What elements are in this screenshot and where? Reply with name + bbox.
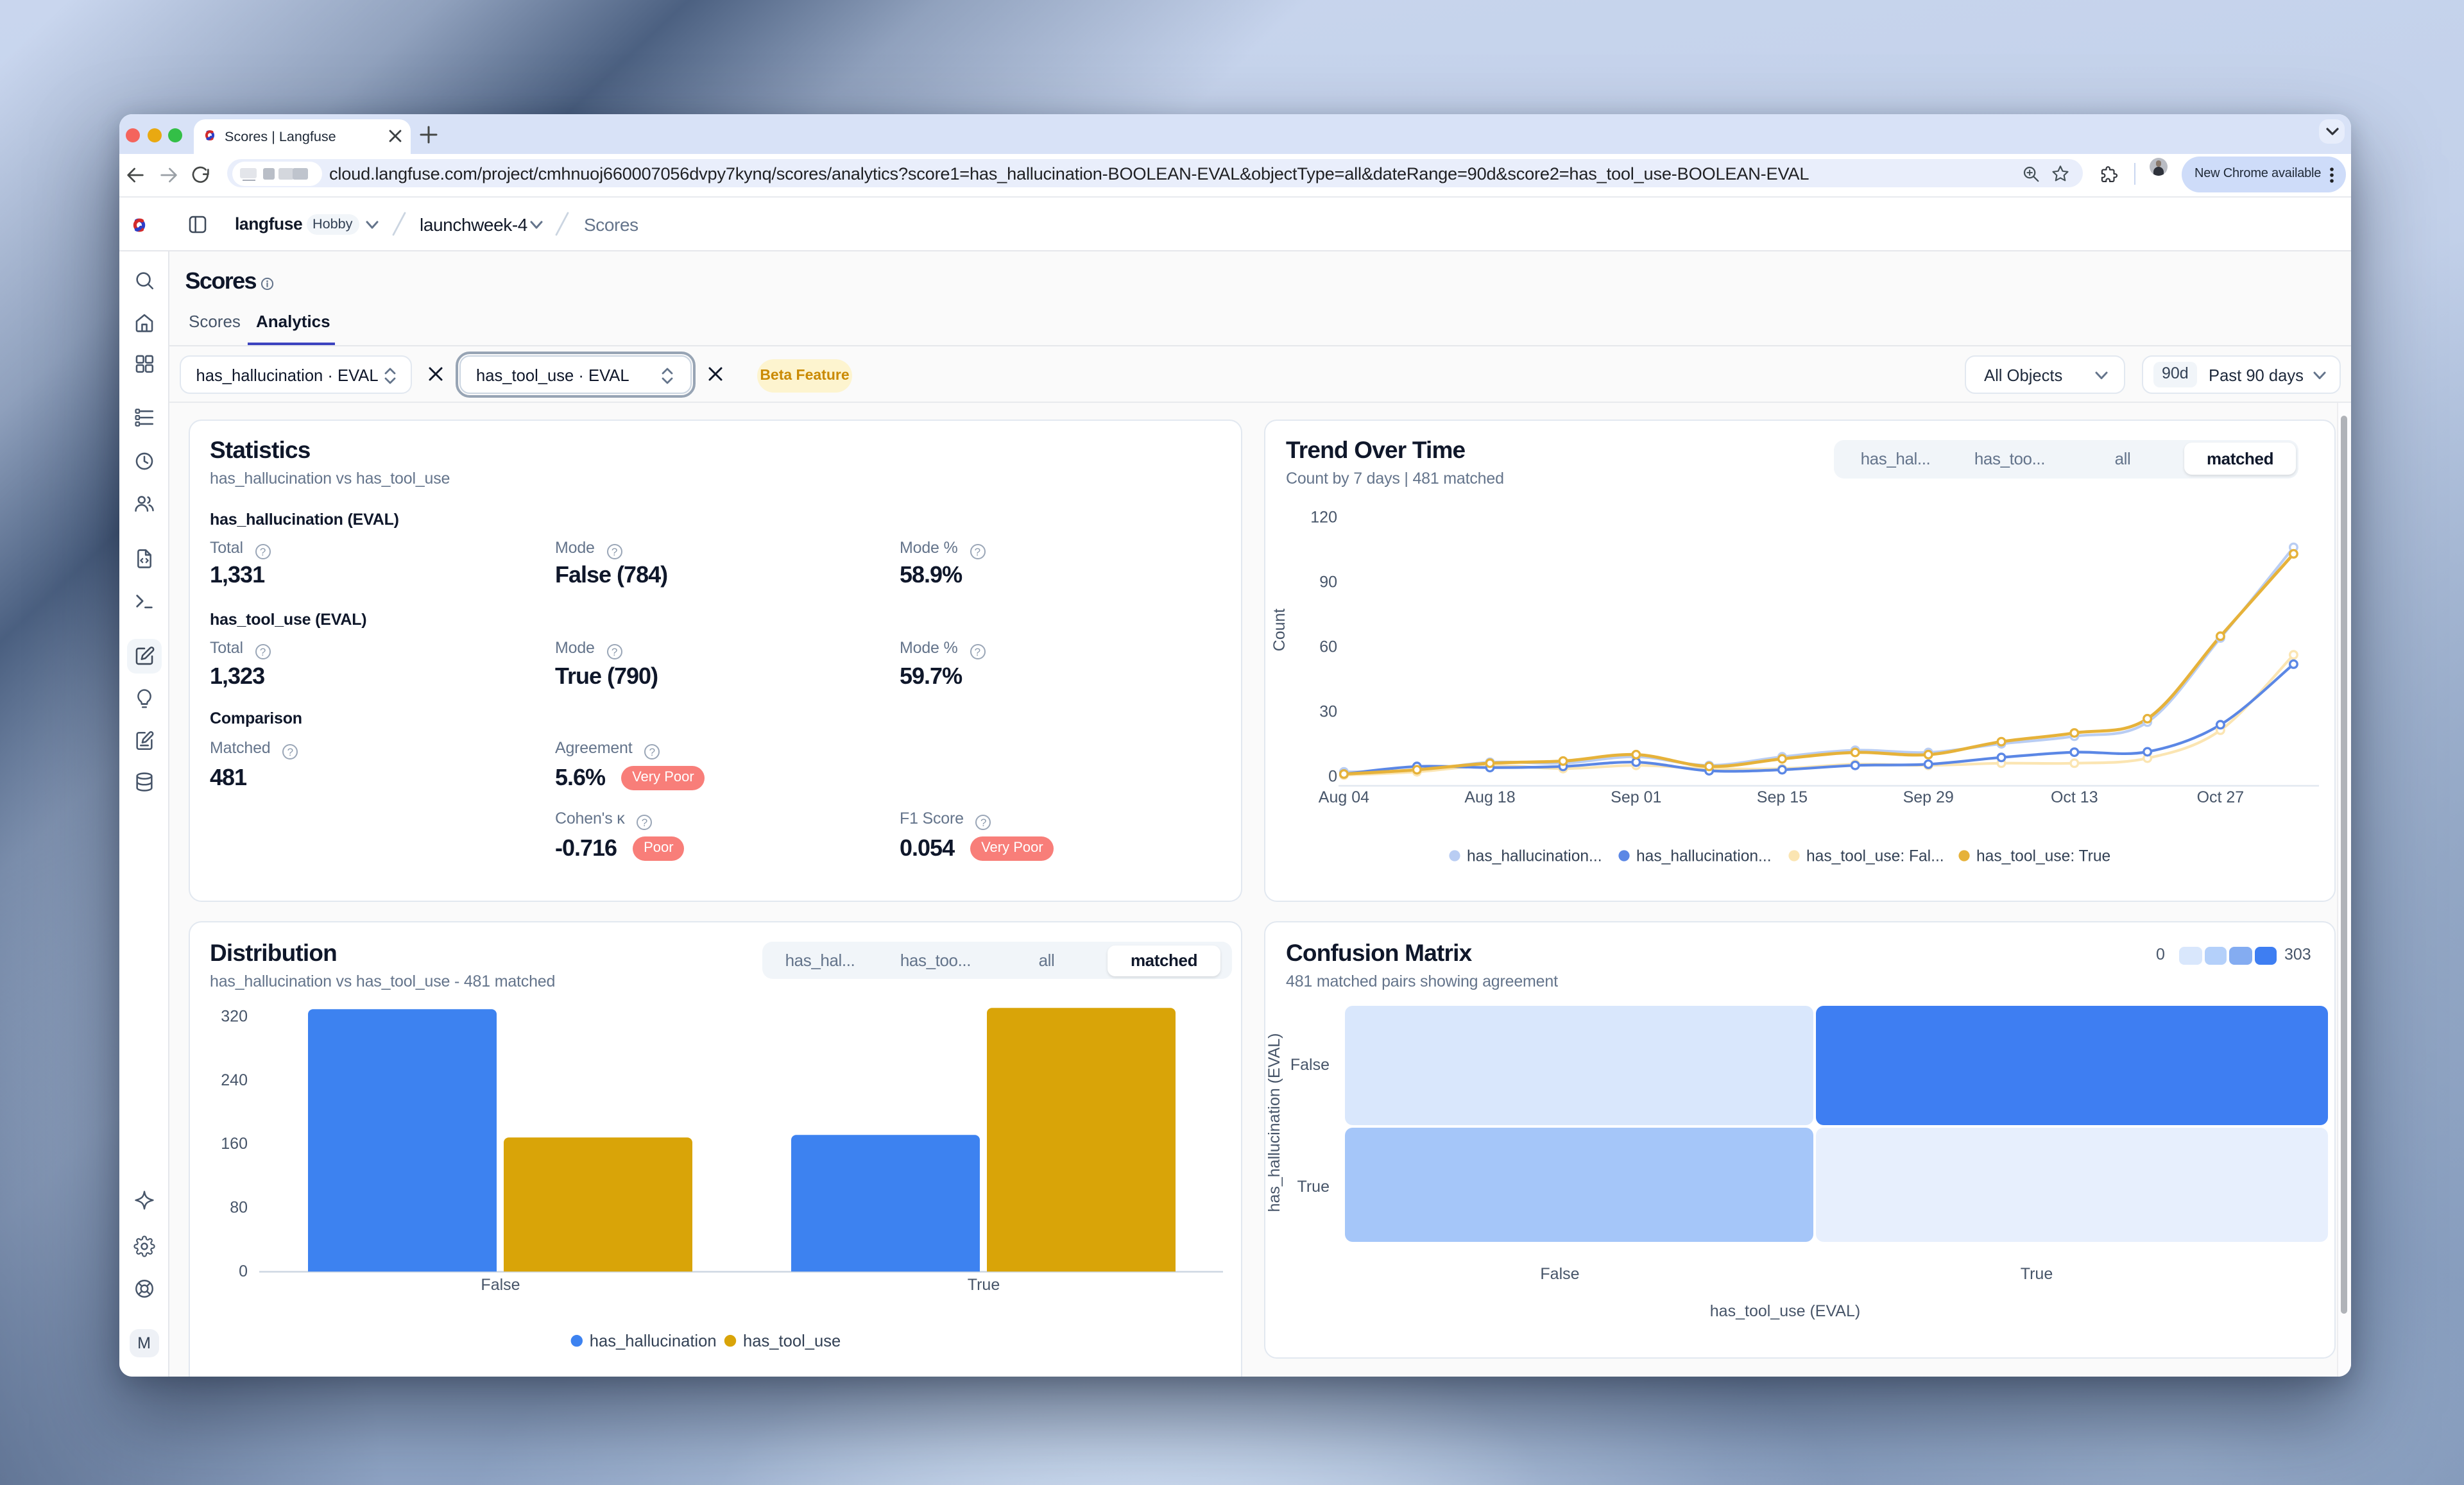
svg-text:Aug 18: Aug 18 <box>1464 788 1515 806</box>
svg-text:Oct 27: Oct 27 <box>2197 788 2245 806</box>
svg-text:has_tool_use: has_tool_use <box>743 1333 841 1351</box>
svg-text:90: 90 <box>1319 573 1337 591</box>
svg-text:True: True <box>968 1277 1000 1294</box>
svg-text:60: 60 <box>1319 638 1337 656</box>
svg-text:240: 240 <box>221 1072 248 1090</box>
svg-text:False: False <box>481 1277 520 1294</box>
svg-text:has_hallucination...: has_hallucination... <box>1636 847 1772 865</box>
svg-text:120: 120 <box>1310 508 1337 526</box>
svg-text:Oct 13: Oct 13 <box>2051 788 2098 806</box>
svg-text:320: 320 <box>221 1008 248 1026</box>
svg-text:has_hallucination: has_hallucination <box>590 1333 717 1351</box>
svg-text:Sep 15: Sep 15 <box>1757 788 1808 806</box>
svg-text:160: 160 <box>221 1135 248 1153</box>
svg-text:Count: Count <box>1270 609 1288 652</box>
svg-text:has_hallucination...: has_hallucination... <box>1467 847 1602 865</box>
svg-text:has_tool_use: True: has_tool_use: True <box>1976 847 2110 865</box>
svg-text:0: 0 <box>1328 767 1337 785</box>
svg-text:30: 30 <box>1319 702 1337 720</box>
svg-text:80: 80 <box>230 1199 248 1217</box>
svg-text:Sep 29: Sep 29 <box>1903 788 1954 806</box>
svg-text:has_tool_use: Fal...: has_tool_use: Fal... <box>1806 847 1944 865</box>
svg-text:Sep 01: Sep 01 <box>1611 788 1661 806</box>
svg-text:0: 0 <box>239 1263 248 1281</box>
svg-text:Aug 04: Aug 04 <box>1319 788 1369 806</box>
